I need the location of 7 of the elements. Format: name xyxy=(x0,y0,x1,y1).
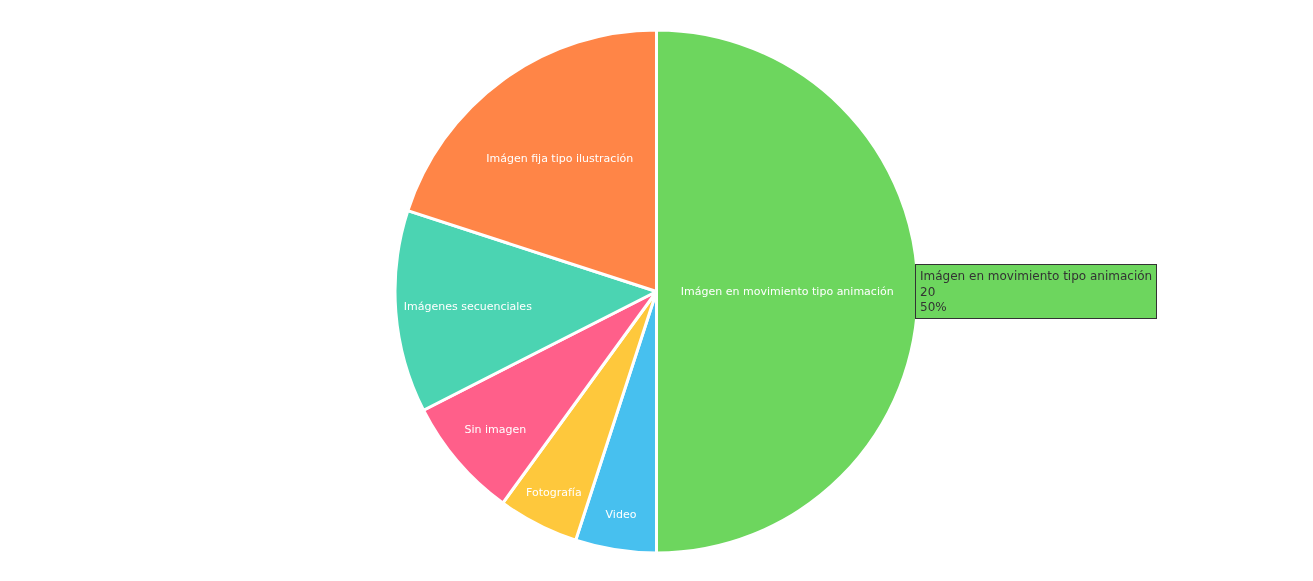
text: Imágen en movimiento tipo animación 20 50% xyxy=(920,269,1153,315)
slice-label: Sin imagen xyxy=(464,422,527,436)
slice-label: Imágenes secuenciales xyxy=(403,299,533,313)
slice-label: Imágen en movimiento tipo animación xyxy=(680,285,894,298)
slice-label: Video xyxy=(605,508,637,522)
slice-label: Imágen fija tipo ilustración xyxy=(486,151,634,165)
slice-label: Fotografía xyxy=(526,486,582,500)
